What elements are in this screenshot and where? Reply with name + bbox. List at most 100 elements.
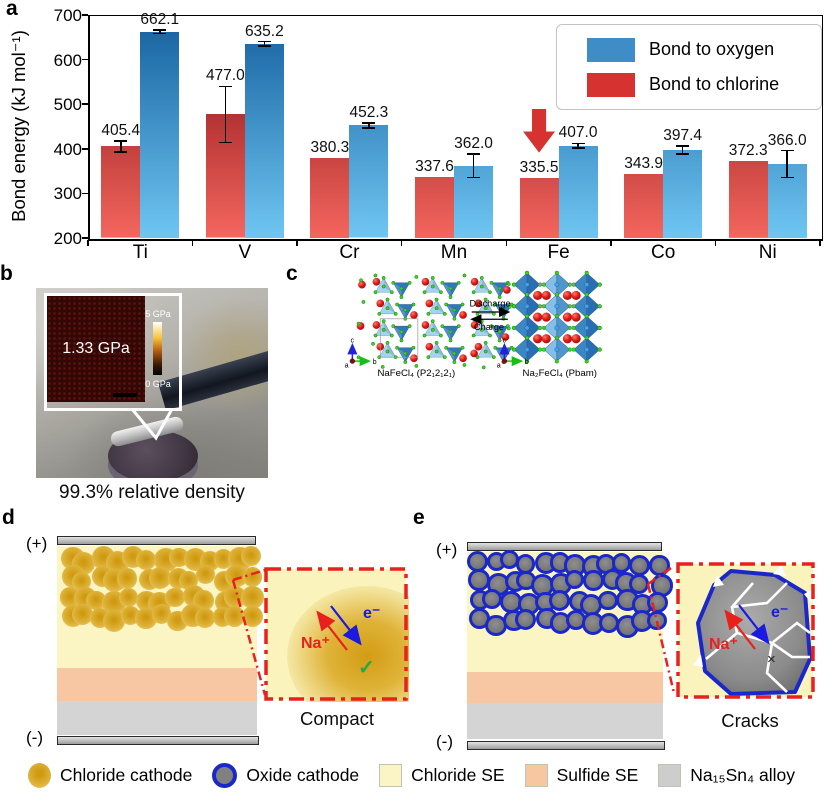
cl-atom (439, 333, 443, 338)
chloride-particle (224, 605, 246, 628)
legend-item-label: Chloride SE (411, 764, 505, 785)
cl-atom (399, 338, 404, 343)
cl-atom (452, 316, 457, 321)
cl-atom (506, 326, 511, 331)
na-atom (410, 311, 418, 319)
na-atom (474, 342, 483, 351)
error-bar (158, 30, 161, 34)
cl-atom (444, 345, 449, 350)
negative-terminal-d: (-) (26, 728, 43, 747)
fe-atom (524, 325, 530, 331)
na-ion-label-e: Na⁺ (709, 636, 738, 653)
legend-item-1: Chloride cathode (28, 762, 193, 788)
chart-legend: Bond to oxygen Bond to chlorine (556, 24, 822, 110)
na-atom (425, 299, 434, 308)
tetra-face (485, 299, 494, 314)
cl-atom (460, 345, 465, 350)
cl-atom (381, 284, 386, 289)
cl-atom (483, 297, 488, 302)
cl-atom (414, 364, 419, 368)
negative-terminal-e: (-) (436, 732, 453, 751)
na-atom (459, 311, 467, 319)
charge-label: Charge (474, 322, 504, 332)
y-tick (82, 58, 88, 61)
bar-Co-oxygen (663, 149, 703, 238)
error-cap-top (467, 153, 480, 155)
cl-atom (434, 297, 439, 302)
na-atom (421, 321, 430, 329)
x-category-label: V (238, 242, 252, 263)
y-tick (82, 148, 88, 150)
na-ion-arrow-e (724, 609, 756, 650)
tetra-face (485, 342, 494, 358)
figure-legend: Chloride cathode Oxide cathode Chloride SE… (28, 758, 815, 792)
cl-atom (361, 300, 366, 304)
cl-atom (430, 319, 435, 324)
cl-atom (554, 359, 559, 364)
cl-atom (385, 297, 390, 302)
value-label: 380.3 (310, 138, 350, 156)
cl-atom (411, 302, 416, 307)
chloride-particle (118, 587, 138, 607)
chloride-particle (165, 587, 185, 608)
na-atom (541, 290, 551, 301)
discharge-label: Discharge (469, 299, 510, 309)
value-label: 337.6 (415, 157, 454, 175)
cl-atom (373, 333, 378, 338)
axis-a-left: a (345, 360, 349, 369)
value-label: 362.0 (454, 135, 493, 153)
error-cap-bottom (153, 32, 167, 35)
cl-atom (524, 292, 530, 297)
chloride-particle (195, 564, 216, 585)
cl-atom (597, 282, 602, 287)
x-category-label: Mn (440, 242, 468, 263)
panel-b-caption: 99.3% relative density (59, 482, 245, 503)
electron-label-d: e⁻ (363, 605, 380, 622)
error-bar (119, 141, 122, 152)
value-label: 366.0 (767, 131, 807, 149)
value-label: 405.4 (101, 122, 141, 140)
cl-atom (460, 302, 465, 307)
axis-c-left: c (350, 335, 354, 344)
legend-item-label: Oxide cathode (246, 764, 360, 785)
bottom-electrode-d (57, 736, 259, 745)
bar-Ti-oxygen (140, 31, 180, 238)
alloy-layer-d (57, 701, 257, 735)
error-bar (681, 145, 684, 154)
cl-atom (554, 292, 559, 297)
cl-atom (422, 333, 427, 338)
x-category-label: Ti (132, 242, 148, 263)
cl-atom (471, 333, 476, 338)
cl-atom (511, 282, 517, 287)
callout-lines-d (231, 568, 267, 696)
cl-atom (584, 314, 589, 319)
panel-b-label: b (0, 262, 13, 285)
crystal-structures: Discharge Charge c b a c b a NaFeCl₄ (P2… (345, 270, 602, 379)
x-tick (191, 240, 194, 246)
chloride-particle (103, 609, 126, 632)
chloride-particle (241, 586, 264, 609)
right-formula: Na₂FeCl₄ (Pbam) (523, 368, 597, 379)
na-atom (533, 290, 543, 301)
fe-atom (584, 303, 590, 309)
cl-atom (483, 349, 488, 354)
cl-atom (391, 280, 396, 285)
alloy-layer-e (467, 703, 663, 739)
cl-atom (483, 340, 488, 345)
layer-swatch (524, 763, 548, 787)
fe-atom (524, 282, 530, 288)
cl-atom (497, 286, 502, 291)
chloride-particle (71, 571, 92, 592)
cl-atom (422, 290, 427, 295)
cl-atom (440, 280, 445, 285)
cl-atom (491, 311, 496, 316)
cracks-caption: Cracks (721, 710, 779, 731)
cl-atom (395, 345, 399, 350)
cl-atom (524, 314, 530, 319)
legend-item-label: Chloride cathode (60, 764, 193, 785)
cl-atom (356, 321, 361, 326)
cl-atom (471, 290, 476, 295)
cl-atom (393, 311, 398, 316)
x-tick (819, 240, 821, 246)
panel-d-label: d (2, 506, 15, 529)
